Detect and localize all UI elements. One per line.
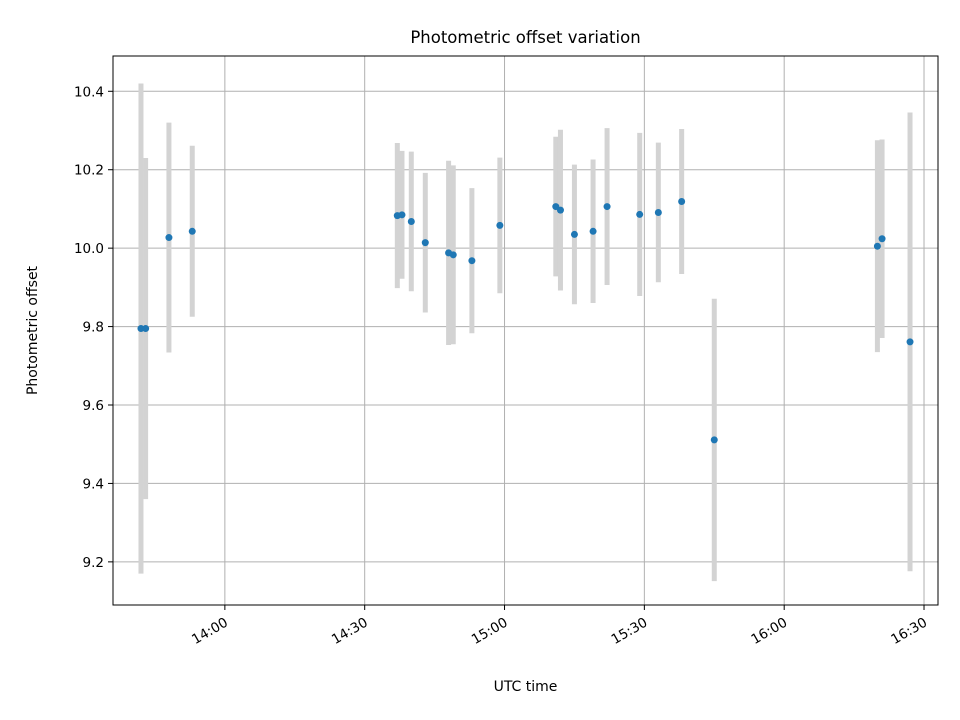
data-point — [710, 436, 718, 444]
y-tick-label: 9.8 — [83, 320, 104, 336]
data-point — [165, 234, 173, 242]
data-point — [636, 210, 644, 218]
y-tick-label: 9.4 — [83, 476, 104, 492]
data-point — [654, 208, 662, 216]
data-point — [496, 221, 504, 229]
data-point — [570, 230, 578, 238]
data-point — [556, 206, 564, 214]
data-points — [137, 197, 914, 444]
grid — [113, 56, 938, 605]
plot-frame — [112, 55, 939, 606]
data-point — [589, 227, 597, 235]
data-point — [878, 235, 886, 243]
y-axis-label: Photometric offset — [25, 265, 41, 395]
y-tick-label: 9.2 — [83, 555, 104, 571]
y-tick-label: 10.4 — [74, 84, 104, 100]
data-point — [603, 203, 611, 211]
data-point — [398, 211, 406, 219]
chart-title: Photometric offset variation — [410, 28, 640, 47]
y-tick-label: 9.6 — [83, 398, 104, 414]
data-point — [468, 257, 476, 265]
data-point — [421, 239, 429, 247]
data-point — [873, 242, 881, 250]
y-tick-label: 10.2 — [74, 163, 104, 179]
data-point — [906, 338, 914, 346]
data-point — [188, 227, 196, 235]
y-tick-label: 10.0 — [74, 241, 104, 257]
y-axis-ticks: 9.2 9.4 9.6 9.8 10.0 10.2 10.4 — [74, 84, 113, 571]
x-axis-label: UTC time — [494, 679, 558, 695]
data-point — [407, 217, 415, 225]
data-point — [678, 197, 686, 205]
data-point — [142, 325, 150, 333]
data-point — [449, 251, 457, 259]
